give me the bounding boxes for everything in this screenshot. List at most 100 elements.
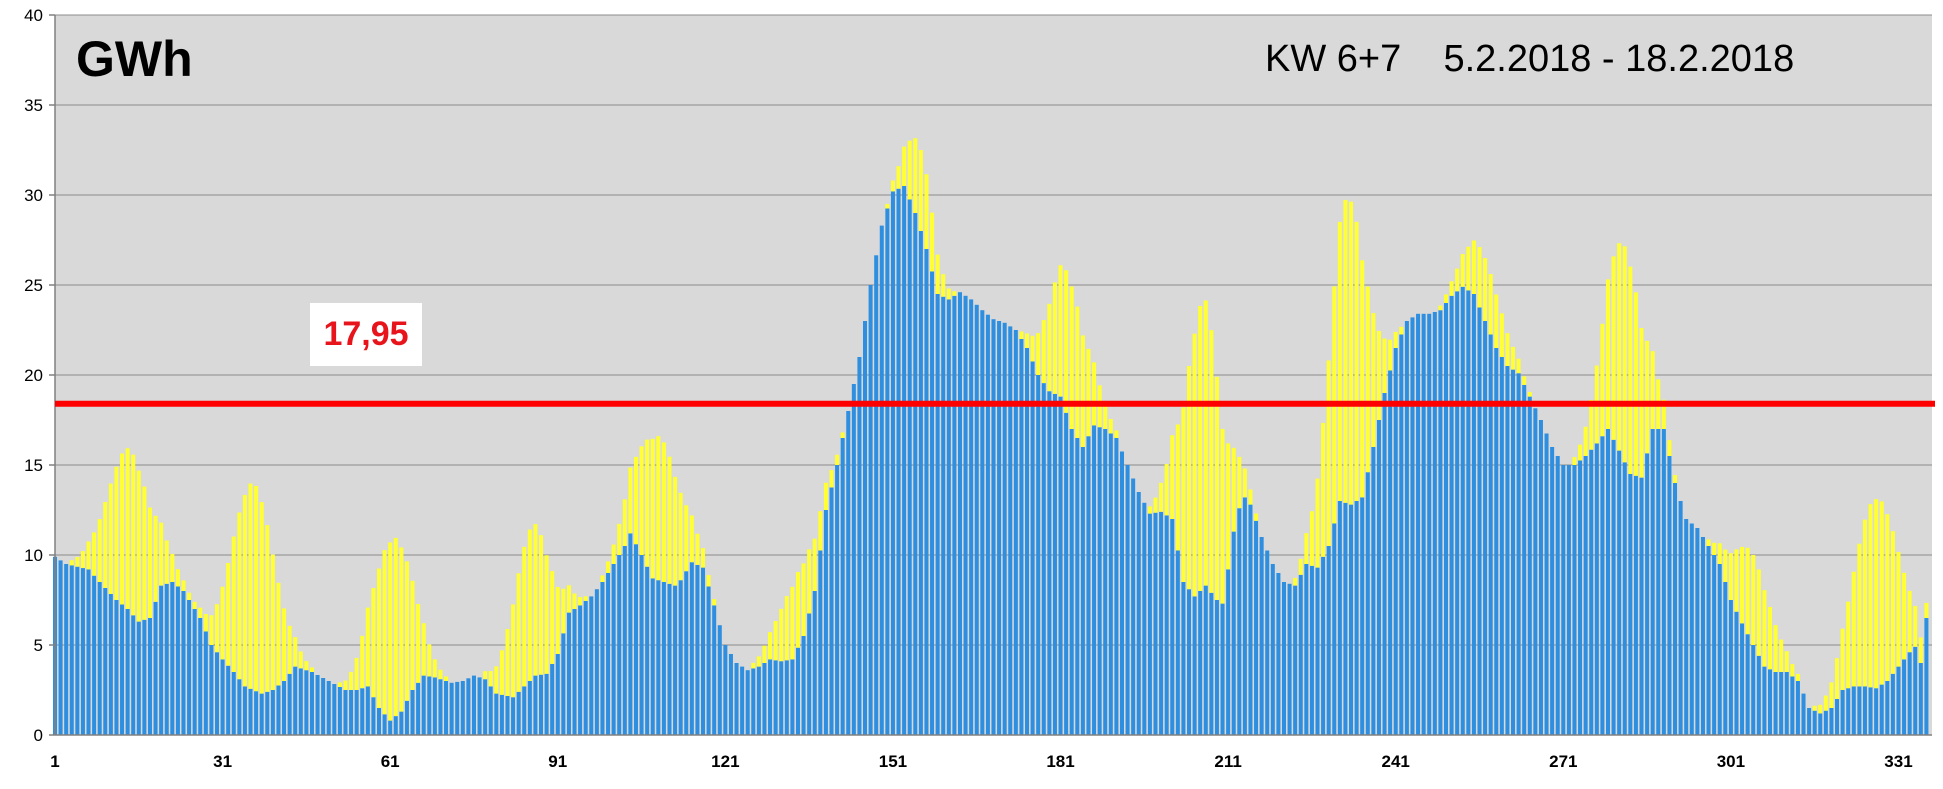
bar-base [1164, 515, 1169, 735]
bar-peak [1321, 422, 1326, 557]
bar-base [566, 612, 571, 735]
x-tick-label: 301 [1717, 752, 1745, 771]
bar-base [1259, 537, 1264, 735]
bar-base [1293, 585, 1298, 735]
bar-base [214, 652, 220, 735]
bar-base [421, 675, 426, 735]
bar-peak [1220, 428, 1225, 604]
bar-base [1583, 456, 1588, 735]
bar-base [349, 690, 354, 735]
bar-base [108, 594, 113, 735]
bar-base [1673, 483, 1678, 735]
bar-peak [1047, 303, 1052, 392]
bar-base [494, 693, 499, 735]
bar-base [1125, 465, 1130, 735]
bar-base [1321, 556, 1326, 735]
bar-peak [550, 571, 555, 664]
bar-base [1550, 447, 1555, 735]
bar-peak [120, 453, 125, 605]
average-value: 17,95 [323, 315, 409, 353]
bar-base [957, 292, 962, 735]
x-tick-label: 31 [213, 752, 232, 771]
bar-peak [1354, 221, 1359, 501]
bar-peak [203, 613, 208, 632]
bar-peak [1723, 549, 1728, 582]
bar-peak [1315, 478, 1320, 568]
bar-peak [1187, 366, 1192, 590]
bar-peak [1879, 501, 1884, 685]
x-tick-label: 61 [381, 752, 400, 771]
bar-base [187, 600, 192, 735]
bar-peak [913, 138, 918, 213]
bar-peak [1376, 330, 1381, 420]
bar-base [1404, 321, 1409, 735]
bar-base [561, 633, 566, 735]
bar-peak [1203, 300, 1208, 586]
bar-base [1896, 666, 1901, 735]
bar-peak [617, 523, 622, 555]
bar-base [840, 438, 845, 735]
bar-peak [1885, 514, 1890, 681]
bar-base [1399, 334, 1404, 735]
bar-base [226, 665, 231, 735]
bar-base [633, 544, 638, 735]
bar-peak [1756, 569, 1761, 656]
bar-peak [1388, 339, 1393, 371]
bar-base [935, 294, 940, 735]
bar-peak [1840, 628, 1845, 690]
bar-base [1287, 583, 1292, 735]
bar-base [1142, 502, 1147, 735]
bar-base [1080, 447, 1085, 735]
bar-peak [1902, 572, 1907, 660]
bar-base [846, 411, 851, 735]
period-label: KW 6+7 5.2.2018 - 18.2.2018 [1265, 38, 1795, 80]
bar-base [578, 605, 583, 735]
bar-peak [1226, 443, 1231, 570]
bar-base [823, 510, 828, 735]
bar-base [1013, 330, 1018, 735]
bar-base [728, 654, 733, 735]
bar-peak [293, 637, 298, 667]
bar-base [192, 609, 197, 735]
bar-base [868, 285, 873, 735]
bar-base [544, 673, 549, 735]
bar-peak [885, 203, 890, 209]
bar-peak [298, 651, 303, 669]
bar-peak [829, 470, 834, 488]
bar-base [717, 625, 722, 735]
bar-peak [1365, 286, 1370, 473]
bar-peak [499, 650, 504, 695]
bar-peak [282, 608, 287, 681]
bar-peak [131, 454, 136, 616]
bar-base [376, 708, 382, 735]
bar-peak [1605, 279, 1611, 429]
bar-peak [566, 585, 571, 613]
bar-base [701, 567, 706, 735]
bar-base [902, 186, 907, 735]
bar-base [1835, 699, 1840, 735]
bar-peak [259, 502, 264, 694]
bar-base [1376, 420, 1381, 735]
bar-peak [784, 596, 789, 661]
bar-peak [673, 476, 678, 586]
bar-base [125, 609, 130, 735]
bar-peak [404, 561, 409, 701]
bar-base [1421, 313, 1426, 735]
bar-base [1438, 310, 1443, 735]
bar-base [1069, 429, 1074, 735]
bar-peak [1075, 306, 1080, 438]
average-value-box: 17,95 [310, 303, 422, 366]
bar-base [1605, 429, 1611, 735]
bar-peak [1622, 246, 1627, 463]
bar-peak [656, 436, 661, 581]
bar-base [879, 225, 884, 735]
bar-base [1187, 589, 1192, 735]
bar-peak [175, 569, 180, 587]
bar-base [756, 666, 761, 735]
bar-peak [1248, 489, 1253, 505]
bar-peak [1371, 313, 1376, 447]
bar-base [734, 663, 739, 735]
bar-base [220, 659, 225, 735]
bar-peak [1170, 435, 1175, 519]
bar-base [1159, 511, 1164, 735]
